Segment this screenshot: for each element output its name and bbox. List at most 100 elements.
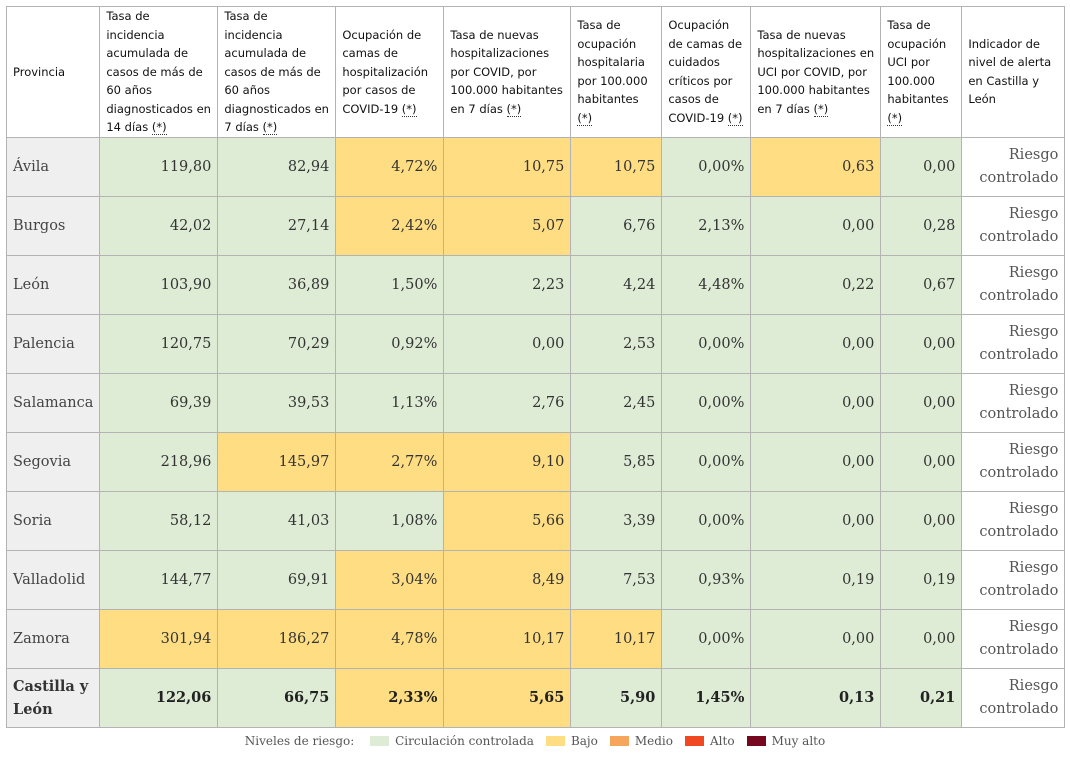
table-row: Salamanca 69,39 39,53 1,13% 2,76 2,45 0,00% 0,0…	[5, 372, 1066, 433]
indicator-cell: 0,92%	[335, 313, 445, 374]
footnote-marker[interactable]: (*)	[262, 120, 278, 135]
indicator-cell: 0,67	[880, 254, 963, 315]
indicator-cell: 5,90	[570, 667, 663, 728]
alert-level-cell: Riesgo controlado	[961, 490, 1066, 551]
footnote-marker[interactable]: (*)	[727, 110, 743, 126]
province-cell: Ávila	[5, 136, 101, 197]
indicator-cell: 301,94	[99, 608, 219, 669]
column-header-label: Tasa de nuevas hospitalizaciones en UCI …	[757, 27, 875, 116]
indicator-cell: 0,00%	[661, 608, 752, 669]
indicator-cell: 10,75	[570, 136, 663, 197]
province-cell: Zamora	[5, 608, 101, 669]
indicator-cell: 0,21	[880, 667, 963, 728]
indicator-cell: 8,49	[443, 549, 572, 610]
indicator-cell: 7,53	[570, 549, 663, 610]
indicator-cell: 120,75	[99, 313, 219, 374]
indicator-cell: 0,00	[750, 431, 882, 492]
indicator-cell: 4,24	[570, 254, 663, 315]
legend-label: Circulación controlada	[395, 734, 534, 748]
alert-level-cell: Riesgo controlado	[961, 431, 1066, 492]
indicator-cell: 4,72%	[335, 136, 445, 197]
indicator-cell: 0,00	[880, 313, 963, 374]
column-header: Tasa de nuevas hospitalizaciones en UCI …	[750, 6, 882, 138]
indicator-cell: 0,00%	[661, 372, 752, 433]
legend-item: Medio	[609, 734, 673, 748]
legend-title: Niveles de riesgo:	[244, 734, 355, 748]
column-header-label: Indicador de nivel de alerta en Castilla…	[968, 36, 1052, 107]
indicator-cell: 0,28	[880, 195, 963, 256]
footnote-marker[interactable]: (*)	[151, 120, 167, 135]
legend-item: Circulación controlada	[370, 734, 534, 748]
indicator-cell: 0,00	[880, 431, 963, 492]
legend-swatch	[545, 736, 565, 746]
footnote-marker[interactable]: (*)	[887, 110, 903, 126]
indicator-cell: 0,00	[750, 372, 882, 433]
table-row: Palencia 120,75 70,29 0,92% 0,00 2,53 0,00% 0,0…	[5, 313, 1066, 374]
indicator-cell: 5,66	[443, 490, 572, 551]
table-row: León 103,90 36,89 1,50% 2,23 4,24 4,48% 0,22 0,6…	[5, 254, 1066, 315]
indicator-cell: 2,13%	[661, 195, 752, 256]
footnote-marker[interactable]: (*)	[401, 101, 417, 117]
column-header: Ocupación de camas de cuidados críticos …	[661, 6, 752, 138]
legend-swatch	[746, 736, 766, 746]
indicator-cell: 144,77	[99, 549, 219, 610]
indicator-cell: 5,07	[443, 195, 572, 256]
indicator-cell: 66,75	[217, 667, 337, 728]
indicator-cell: 0,00	[880, 608, 963, 669]
total-row: Castilla y León 122,06 66,75 2,33% 5,65 5,90 1…	[5, 667, 1066, 728]
table-body: Ávila 119,80 82,94 4,72% 10,75 10,75 0,00% 0,63…	[5, 136, 1066, 728]
indicator-cell: 2,23	[443, 254, 572, 315]
indicator-cell: 0,00	[750, 490, 882, 551]
column-header-label: Ocupación de camas de hospitalización po…	[342, 27, 429, 116]
indicator-cell: 0,22	[750, 254, 882, 315]
legend-label: Alto	[710, 734, 735, 748]
indicator-cell: 0,00	[880, 490, 963, 551]
indicator-cell: 2,76	[443, 372, 572, 433]
indicator-cell: 58,12	[99, 490, 219, 551]
footnote-marker[interactable]: (*)	[813, 101, 829, 117]
indicator-cell: 0,00%	[661, 313, 752, 374]
alert-level-cell: Riesgo controlado	[961, 313, 1066, 374]
indicator-cell: 2,77%	[335, 431, 445, 492]
indicator-cell: 0,00	[880, 136, 963, 197]
province-cell: Salamanca	[5, 372, 101, 433]
column-header: Tasa de ocupación hospitalaria por 100.0…	[570, 6, 663, 138]
indicator-cell: 1,50%	[335, 254, 445, 315]
column-header-label: Tasa de incidencia acumulada de casos de…	[224, 9, 329, 134]
indicator-cell: 10,75	[443, 136, 572, 197]
indicator-cell: 103,90	[99, 254, 219, 315]
indicator-cell: 4,78%	[335, 608, 445, 669]
province-cell: Burgos	[5, 195, 101, 256]
indicator-cell: 0,00	[443, 313, 572, 374]
province-cell: Segovia	[5, 431, 101, 492]
indicator-cell: 119,80	[99, 136, 219, 197]
indicator-cell: 3,04%	[335, 549, 445, 610]
risk-table-container: Provincia Tasa de incidencia acumulada de…	[5, 6, 1066, 728]
column-header-label: Tasa de ocupación UCI por 100.000 habita…	[887, 18, 949, 107]
indicator-cell: 0,63	[750, 136, 882, 197]
indicator-cell: 0,00	[880, 372, 963, 433]
legend-swatch	[370, 736, 390, 746]
province-cell: Castilla y León	[5, 667, 101, 728]
indicator-cell: 145,97	[217, 431, 337, 492]
column-header: Tasa de incidencia acumulada de casos de…	[217, 6, 337, 138]
table-header-row: Provincia Tasa de incidencia acumulada de…	[5, 6, 1066, 138]
alert-level-cell: Riesgo controlado	[961, 195, 1066, 256]
legend-item: Muy alto	[746, 734, 825, 748]
column-header-label: Provincia	[13, 64, 66, 79]
footnote-marker[interactable]: (*)	[506, 101, 522, 117]
table-row: Soria 58,12 41,03 1,08% 5,66 3,39 0,00% 0,00 0,0…	[5, 490, 1066, 551]
indicator-cell: 39,53	[217, 372, 337, 433]
alert-level-cell: Riesgo controlado	[961, 136, 1066, 197]
alert-level-cell: Riesgo controlado	[961, 608, 1066, 669]
column-header-label: Ocupación de camas de cuidados críticos …	[668, 18, 743, 125]
indicator-cell: 82,94	[217, 136, 337, 197]
indicator-cell: 5,85	[570, 431, 663, 492]
column-header: Tasa de nuevas hospitalizaciones por COV…	[443, 6, 572, 138]
footnote-marker[interactable]: (*)	[577, 110, 593, 126]
indicator-cell: 218,96	[99, 431, 219, 492]
indicator-cell: 0,19	[750, 549, 882, 610]
indicator-cell: 0,93%	[661, 549, 752, 610]
legend-label: Medio	[634, 734, 673, 748]
alert-level-cell: Riesgo controlado	[961, 254, 1066, 315]
